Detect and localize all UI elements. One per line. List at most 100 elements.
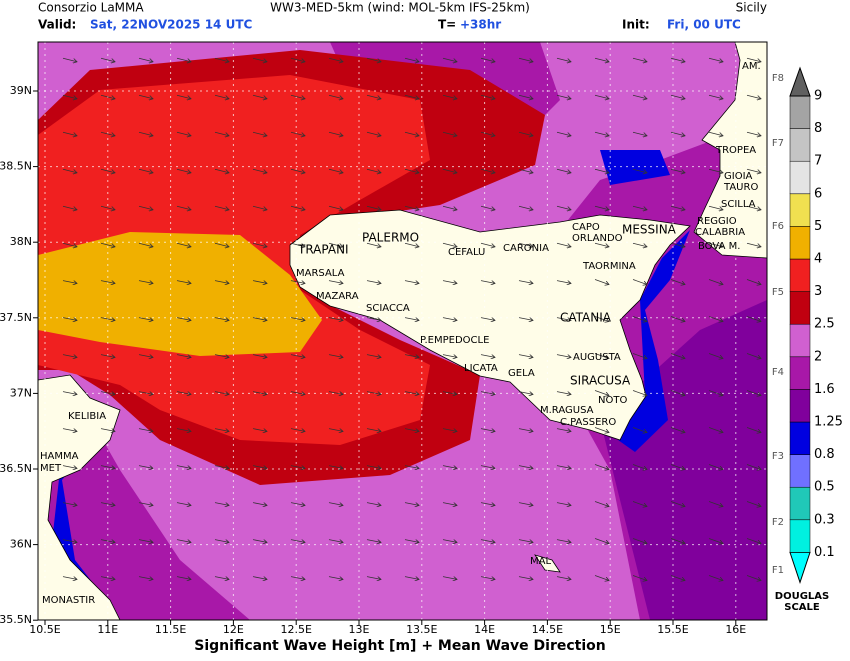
arrow bbox=[62, 317, 77, 321]
arrow bbox=[404, 280, 419, 284]
douglas-label: F8 bbox=[772, 73, 784, 84]
arrow bbox=[556, 502, 571, 506]
lon-label: 13E bbox=[349, 623, 370, 636]
arrow bbox=[100, 539, 115, 543]
arrow bbox=[290, 280, 305, 284]
arrow bbox=[62, 168, 77, 173]
arrow bbox=[290, 317, 305, 321]
arrow bbox=[100, 576, 115, 580]
arrow bbox=[62, 94, 77, 99]
arrow bbox=[632, 131, 647, 136]
arrow bbox=[632, 57, 647, 62]
arrow bbox=[708, 57, 723, 62]
valid-label: Valid: bbox=[38, 18, 76, 32]
arrow bbox=[176, 428, 191, 432]
arrow bbox=[442, 502, 457, 506]
arrow bbox=[290, 465, 305, 469]
legend-swatch bbox=[789, 519, 811, 553]
arrow bbox=[290, 428, 305, 432]
arrow bbox=[404, 428, 419, 432]
place-label: HAMMA bbox=[40, 451, 79, 462]
arrow bbox=[670, 131, 685, 136]
arrow bbox=[252, 205, 267, 210]
arrow bbox=[290, 502, 305, 506]
arrow bbox=[138, 391, 153, 395]
arrow bbox=[138, 131, 153, 136]
arrow bbox=[556, 205, 571, 210]
arrow bbox=[328, 168, 343, 173]
arrow bbox=[366, 280, 381, 284]
place-label: SCIACCA bbox=[366, 303, 410, 314]
place-label: C.PASSERO bbox=[560, 417, 616, 428]
arrow bbox=[442, 168, 457, 173]
arrow bbox=[594, 279, 609, 285]
arrow bbox=[214, 205, 229, 210]
legend-level: 9 bbox=[814, 89, 822, 104]
arrow bbox=[404, 465, 419, 469]
lat-label: 36N bbox=[10, 538, 32, 551]
arrow bbox=[366, 317, 381, 321]
place-label: NOTO bbox=[598, 395, 627, 406]
arrow bbox=[670, 57, 685, 62]
arrow bbox=[404, 205, 419, 210]
arrow bbox=[594, 94, 609, 99]
arrow bbox=[746, 279, 761, 285]
place-label: KELIBIA bbox=[68, 411, 106, 422]
arrow bbox=[708, 279, 723, 285]
arrow bbox=[176, 539, 191, 543]
arrow bbox=[328, 428, 343, 432]
legend-swatch bbox=[789, 323, 811, 358]
arrow bbox=[328, 576, 343, 580]
arrow bbox=[556, 131, 571, 136]
arrow bbox=[708, 242, 723, 247]
legend-swatch bbox=[789, 160, 811, 195]
arrow bbox=[290, 57, 305, 62]
arrow bbox=[632, 279, 647, 285]
arrow bbox=[518, 576, 533, 580]
place-label: PALERMO bbox=[362, 231, 419, 245]
arrow bbox=[632, 168, 647, 173]
legend-level: 0.1 bbox=[814, 545, 835, 560]
arrow bbox=[138, 465, 153, 469]
place-label: CAPO bbox=[572, 222, 600, 233]
arrow bbox=[480, 502, 495, 506]
place-label: CARONIA bbox=[503, 243, 549, 254]
arrow bbox=[708, 168, 723, 173]
arrow bbox=[176, 354, 191, 358]
arrow bbox=[366, 391, 381, 395]
legend-level: 0.8 bbox=[814, 447, 835, 462]
arrow bbox=[518, 57, 533, 62]
arrow bbox=[556, 280, 571, 284]
arrow bbox=[214, 317, 229, 321]
arrow bbox=[366, 94, 381, 99]
arrow bbox=[176, 57, 191, 62]
grid bbox=[38, 42, 767, 620]
arrow bbox=[670, 242, 685, 247]
arrow bbox=[366, 428, 381, 432]
arrow bbox=[480, 94, 495, 99]
arrow bbox=[290, 242, 305, 247]
arrow bbox=[594, 575, 609, 581]
arrow bbox=[594, 353, 609, 359]
arrow bbox=[100, 317, 115, 321]
arrow bbox=[328, 539, 343, 543]
t-label: T= bbox=[438, 18, 456, 32]
arrow bbox=[252, 428, 267, 432]
arrow bbox=[252, 168, 267, 173]
arrow bbox=[480, 391, 495, 395]
arrow bbox=[138, 205, 153, 210]
arrow bbox=[746, 57, 761, 62]
arrow bbox=[138, 502, 153, 506]
place-label: TAORMINA bbox=[582, 261, 636, 272]
init-label: Init: bbox=[622, 18, 650, 32]
place-label: SCILLA bbox=[721, 199, 756, 210]
arrow bbox=[328, 94, 343, 99]
arrow bbox=[480, 465, 495, 469]
arrow bbox=[290, 576, 305, 580]
arrow bbox=[252, 94, 267, 99]
arrow bbox=[518, 502, 533, 506]
arrow bbox=[62, 428, 77, 432]
arrow bbox=[594, 242, 609, 247]
